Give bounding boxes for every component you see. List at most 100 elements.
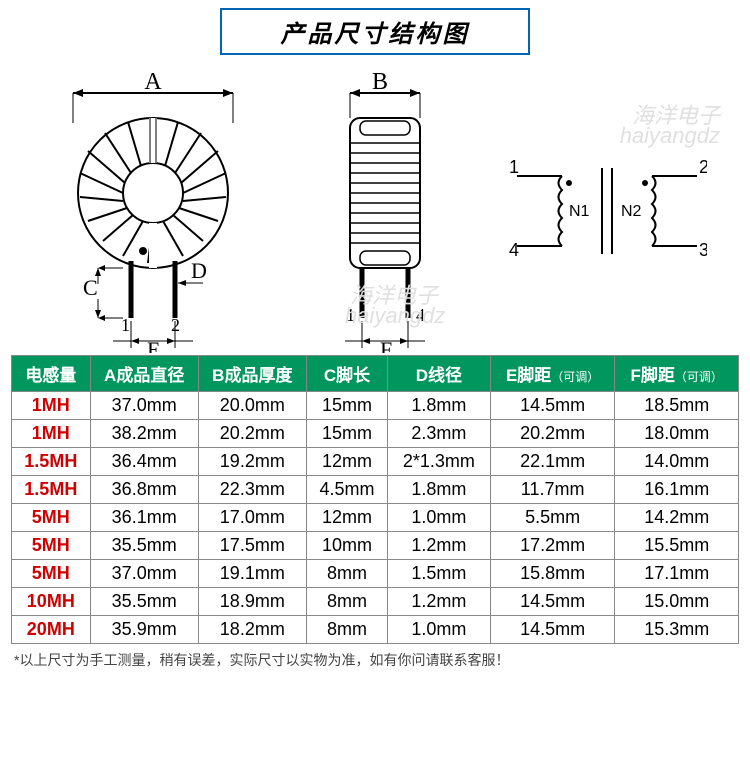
table-cell: 1.0mm (388, 616, 491, 644)
table-cell: 15.5mm (615, 532, 739, 560)
diagram-schematic: 1 4 N1 N2 2 3 (507, 138, 707, 288)
table-header: 电感量 (12, 356, 91, 392)
table-cell: 10mm (306, 532, 387, 560)
table-cell: 36.8mm (90, 476, 198, 504)
table-cell: 15.8mm (490, 560, 615, 588)
table-cell: 37.0mm (90, 392, 198, 420)
table-cell: 1MH (12, 392, 91, 420)
table-cell: 1.5MH (12, 476, 91, 504)
table-cell: 35.5mm (90, 532, 198, 560)
table-cell: 1.5MH (12, 448, 91, 476)
table-row: 1MH38.2mm20.2mm15mm2.3mm20.2mm18.0mm (12, 420, 739, 448)
table-cell: 8mm (306, 560, 387, 588)
table-cell: 18.2mm (198, 616, 306, 644)
title-text: 产品尺寸结构图 (281, 21, 470, 48)
table-cell: 17.2mm (490, 532, 615, 560)
table-cell: 5MH (12, 504, 91, 532)
label-E: E (147, 337, 160, 353)
table-row: 5MH35.5mm17.5mm10mm1.2mm17.2mm15.5mm (12, 532, 739, 560)
table-row: 1MH37.0mm20.0mm15mm1.8mm14.5mm18.5mm (12, 392, 739, 420)
label-D: D (191, 258, 207, 283)
schematic-N2: N2 (621, 203, 642, 220)
table-cell: 12mm (306, 448, 387, 476)
table-cell: 1.2mm (388, 532, 491, 560)
table-cell: 38.2mm (90, 420, 198, 448)
table-cell: 14.2mm (615, 504, 739, 532)
table-cell: 4.5mm (306, 476, 387, 504)
table-cell: 1.5mm (388, 560, 491, 588)
table-cell: 5.5mm (490, 504, 615, 532)
table-cell: 15mm (306, 392, 387, 420)
table-cell: 1.8mm (388, 476, 491, 504)
label-pin1b: 1 (346, 305, 355, 325)
table-cell: 10MH (12, 588, 91, 616)
table-cell: 1MH (12, 420, 91, 448)
table-cell: 2.3mm (388, 420, 491, 448)
table-cell: 15.3mm (615, 616, 739, 644)
table-cell: 37.0mm (90, 560, 198, 588)
table-cell: 15.0mm (615, 588, 739, 616)
table-cell: 14.5mm (490, 616, 615, 644)
table-cell: 18.9mm (198, 588, 306, 616)
table-cell: 20MH (12, 616, 91, 644)
label-F: F (380, 337, 392, 353)
diagram-side-view: B 1 4 F (310, 73, 460, 353)
table-header: A成品直径 (90, 356, 198, 392)
table-cell: 16.1mm (615, 476, 739, 504)
table-cell: 8mm (306, 588, 387, 616)
table-cell: 5MH (12, 560, 91, 588)
table-cell: 5MH (12, 532, 91, 560)
table-cell: 2*1.3mm (388, 448, 491, 476)
table-cell: 17.1mm (615, 560, 739, 588)
table-row: 5MH37.0mm19.1mm8mm1.5mm15.8mm17.1mm (12, 560, 739, 588)
table-row: 10MH35.5mm18.9mm8mm1.2mm14.5mm15.0mm (12, 588, 739, 616)
table-row: 1.5MH36.8mm22.3mm4.5mm1.8mm11.7mm16.1mm (12, 476, 739, 504)
table-header: E脚距（可调） (490, 356, 615, 392)
table-cell: 36.4mm (90, 448, 198, 476)
label-C: C (83, 275, 98, 300)
table-cell: 17.5mm (198, 532, 306, 560)
table-cell: 14.5mm (490, 588, 615, 616)
label-pin4b: 4 (416, 305, 425, 325)
diagram-front-view: A (43, 73, 263, 353)
table-cell: 18.5mm (615, 392, 739, 420)
label-B: B (372, 73, 388, 95)
schematic-pin4: 4 (509, 240, 519, 260)
table-row: 1.5MH36.4mm19.2mm12mm2*1.3mm22.1mm14.0mm (12, 448, 739, 476)
label-pin1: 1 (121, 315, 130, 335)
table-row: 5MH36.1mm17.0mm12mm1.0mm5.5mm14.2mm (12, 504, 739, 532)
table-cell: 12mm (306, 504, 387, 532)
table-cell: 14.0mm (615, 448, 739, 476)
schematic-pin2: 2 (699, 157, 707, 177)
table-cell: 1.0mm (388, 504, 491, 532)
table-header: F脚距（可调） (615, 356, 739, 392)
table-cell: 1.2mm (388, 588, 491, 616)
label-A: A (145, 73, 163, 95)
table-cell: 19.1mm (198, 560, 306, 588)
table-cell: 17.0mm (198, 504, 306, 532)
table-cell: 22.1mm (490, 448, 615, 476)
table-cell: 20.2mm (490, 420, 615, 448)
table-cell: 15mm (306, 420, 387, 448)
table-header: B成品厚度 (198, 356, 306, 392)
schematic-pin3: 3 (699, 240, 707, 260)
table-header: D线径 (388, 356, 491, 392)
table-cell: 35.5mm (90, 588, 198, 616)
table-cell: 20.0mm (198, 392, 306, 420)
table-header: C脚长 (306, 356, 387, 392)
table-cell: 20.2mm (198, 420, 306, 448)
schematic-pin1: 1 (509, 157, 519, 177)
dimensions-table: 电感量A成品直径B成品厚度C脚长D线径E脚距（可调）F脚距（可调） 1MH37.… (11, 355, 739, 644)
table-row: 20MH35.9mm18.2mm8mm1.0mm14.5mm15.3mm (12, 616, 739, 644)
footnote: *以上尺寸为手工测量，稍有误差，实际尺寸以实物为准，如有你问请联系客服！ (14, 650, 750, 670)
table-cell: 22.3mm (198, 476, 306, 504)
diagrams-container: A (0, 70, 750, 355)
title-bar: 产品尺寸结构图 (220, 8, 530, 55)
table-cell: 35.9mm (90, 616, 198, 644)
table-cell: 19.2mm (198, 448, 306, 476)
schematic-N1: N1 (569, 203, 590, 220)
table-cell: 36.1mm (90, 504, 198, 532)
table-cell: 18.0mm (615, 420, 739, 448)
table-cell: 14.5mm (490, 392, 615, 420)
table-cell: 8mm (306, 616, 387, 644)
